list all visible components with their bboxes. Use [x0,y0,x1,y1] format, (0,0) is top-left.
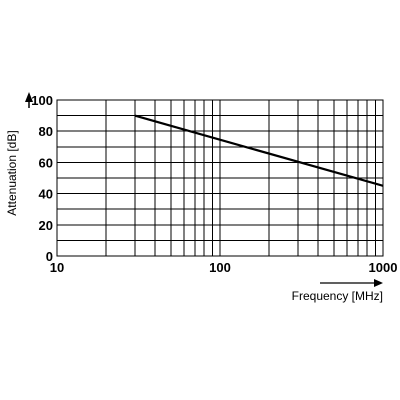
series-layer [134,114,384,187]
x-axis-label: Frequency [MHz] [292,289,383,303]
y-tick-label: 20 [39,218,53,233]
y-tick-label: 100 [31,93,53,108]
x-tick-label: 100 [209,260,231,275]
series-line [134,114,384,187]
tick-labels: 0 20 40 60 80 100 10 100 1000 [31,93,397,275]
x-axis-arrow-icon [320,279,383,287]
y-tick-label: 40 [39,187,53,202]
y-axis-arrow-icon [25,92,33,102]
x-tick-label: 1000 [369,260,398,275]
x-axis-arrow-head [374,279,383,287]
grid [56,99,384,257]
plot-frame [56,99,384,257]
x-tick-label: 10 [50,260,64,275]
y-tick-label: 80 [39,124,53,139]
y-axis-label: Attenuation [dB] [5,130,19,215]
y-tick-label: 0 [46,249,53,264]
y-tick-label: 60 [39,155,53,170]
